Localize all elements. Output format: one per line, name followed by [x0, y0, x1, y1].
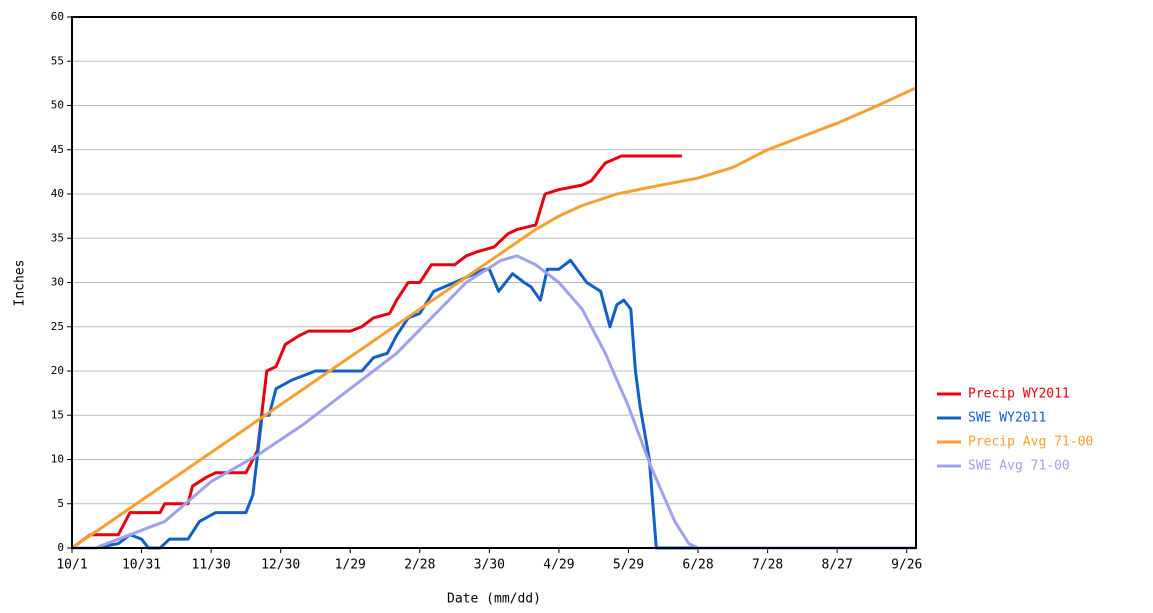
x-tick-label: 12/30	[261, 558, 300, 573]
x-tick-label: 7/28	[752, 558, 783, 573]
y-tick-label: 45	[51, 143, 64, 156]
x-tick-label: 9/26	[891, 558, 922, 573]
data-line	[72, 254, 916, 550]
y-tick-label: 5	[57, 497, 64, 510]
x-tick-label: 6/28	[682, 558, 713, 573]
y-tick-label: 60	[51, 10, 64, 23]
x-tick-label: 8/27	[822, 558, 853, 573]
y-tick-label: 15	[51, 408, 64, 421]
x-tick-label: 10/31	[122, 558, 161, 573]
x-tick-label: 3/30	[474, 558, 505, 573]
y-axis-label: Inches	[13, 260, 28, 307]
legend-label: SWE Avg 71-00	[968, 459, 1070, 474]
y-tick-label: 30	[51, 276, 64, 289]
y-tick-label: 0	[57, 541, 64, 554]
legend-label: Precip WY2011	[968, 387, 1070, 402]
x-tick-label: 11/30	[192, 558, 231, 573]
x-tick-label: 2/28	[404, 558, 435, 573]
y-tick-label: 50	[51, 99, 64, 112]
data-line	[71, 154, 682, 550]
y-tick-label: 35	[51, 231, 64, 244]
legend-label: SWE WY2011	[968, 411, 1046, 426]
x-tick-label: 4/29	[543, 558, 574, 573]
data-line	[71, 86, 917, 550]
data-line	[72, 258, 916, 550]
y-tick-label: 40	[51, 187, 64, 200]
x-tick-label: 1/29	[335, 558, 366, 573]
y-tick-label: 10	[51, 453, 64, 466]
x-tick-label: 10/1	[56, 558, 87, 573]
y-tick-label: 20	[51, 364, 64, 377]
plot-frame	[71, 16, 917, 549]
x-tick-label: 5/29	[613, 558, 644, 573]
y-tick-label: 55	[51, 54, 64, 67]
y-tick-label: 25	[51, 320, 64, 333]
x-axis-label: Date (mm/dd)	[447, 592, 541, 607]
legend-label: Precip Avg 71-00	[968, 435, 1093, 450]
